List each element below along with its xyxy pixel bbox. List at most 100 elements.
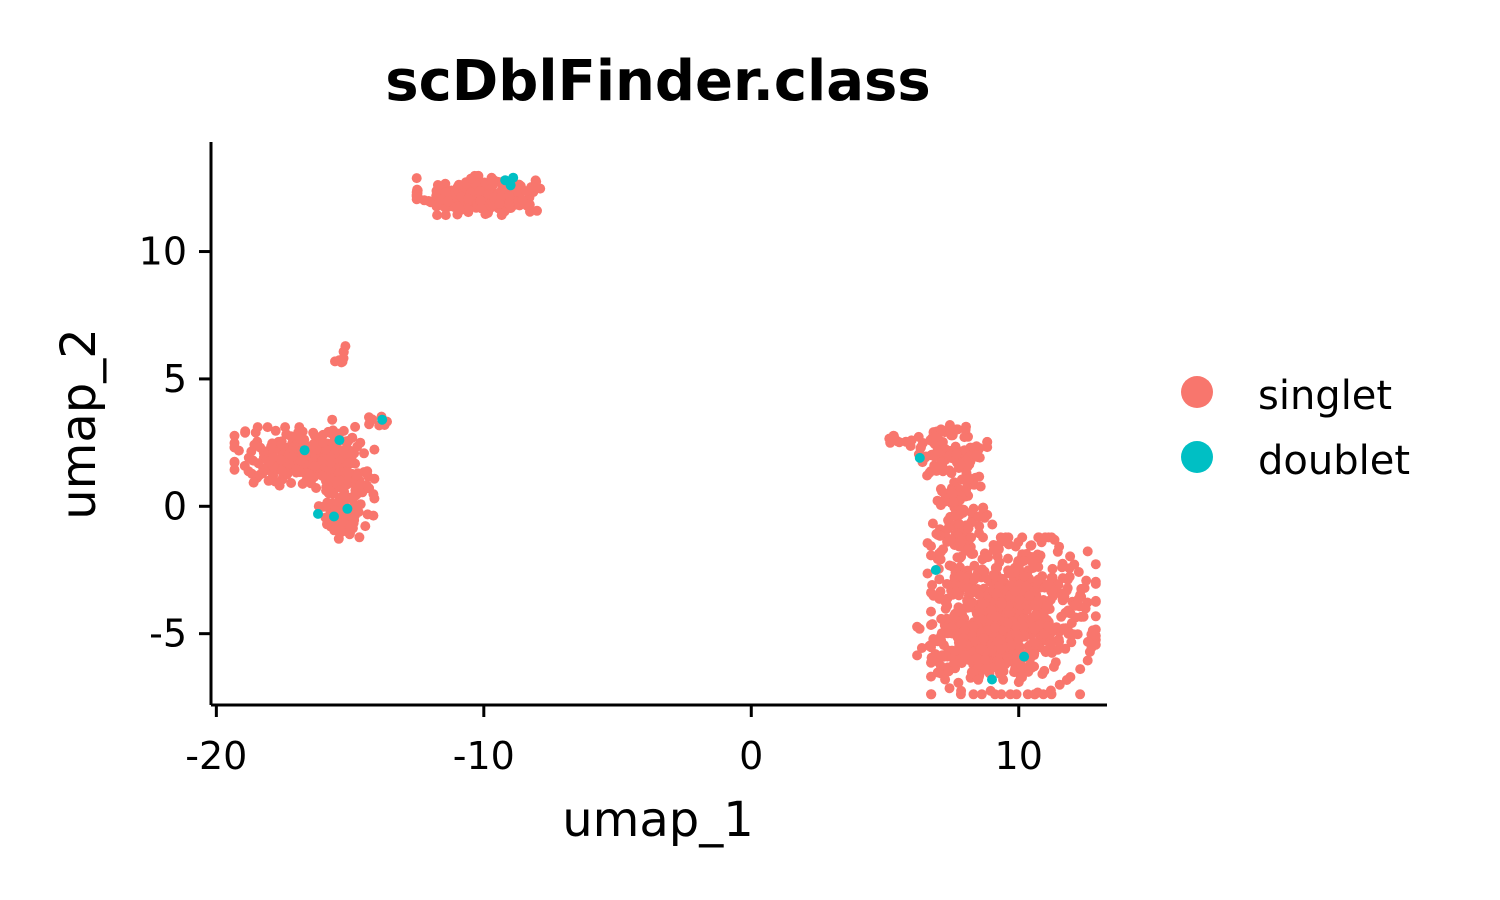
scatter-point-singlet: [332, 476, 342, 486]
scatter-point-doublet: [505, 180, 516, 191]
scatter-point-singlet: [996, 598, 1007, 609]
scatter-point-singlet: [1033, 595, 1044, 606]
scatter-point-singlet: [940, 674, 951, 685]
scatter-point-singlet: [930, 431, 941, 442]
scatter-point-singlet: [287, 451, 298, 462]
scatter-point-singlet: [900, 436, 911, 447]
scatter-point-singlet: [963, 473, 974, 484]
scatter-point-singlet: [974, 607, 985, 618]
scatter-point-singlet: [926, 606, 936, 617]
scatter-point-singlet: [956, 658, 967, 669]
scatter-point-singlet: [487, 176, 498, 187]
scatter-point-singlet: [327, 414, 338, 425]
x-ticks: -20 -10 0 10: [185, 705, 1043, 778]
scatter-point-singlet: [942, 628, 953, 639]
legend: singlet doublet: [1181, 373, 1410, 484]
scatter-point-singlet: [1003, 618, 1013, 629]
scatter-point-singlet: [252, 422, 263, 433]
scatter-point-singlet: [349, 510, 360, 521]
scatter-point-singlet: [996, 689, 1007, 700]
scatter-point-doublet: [1019, 651, 1030, 662]
scatter-point-singlet: [360, 521, 371, 532]
scatter-point-singlet: [304, 471, 315, 482]
scatter-point-singlet: [359, 448, 369, 459]
scatter-point-singlet: [957, 638, 968, 649]
scatter-point-singlet: [935, 500, 946, 511]
scatter-point-singlet: [1029, 624, 1040, 635]
scatter-point-singlet: [885, 437, 896, 448]
scatter-point-singlet: [1048, 661, 1059, 672]
scatter-point-singlet: [1025, 540, 1036, 551]
scatter-point-singlet: [936, 424, 946, 435]
scatter-point-singlet: [960, 424, 971, 435]
scatter-point-singlet: [268, 452, 279, 463]
scatter-point-singlet: [1054, 541, 1065, 552]
scatter-point-singlet: [956, 504, 967, 515]
scatter-point-doublet: [334, 435, 345, 446]
scatter-point-singlet: [333, 533, 344, 544]
scatter-point-singlet: [1078, 611, 1089, 622]
scatter-point-singlet: [419, 195, 430, 206]
scatter-point-singlet: [916, 643, 927, 653]
scatter-point-singlet: [978, 502, 989, 513]
scatter-point-singlet: [257, 468, 268, 479]
scatter-point-singlet: [318, 429, 328, 440]
scatter-point-singlet: [1014, 594, 1025, 605]
scatter-point-singlet: [1017, 672, 1027, 683]
scatter-point-singlet: [243, 452, 254, 463]
scatter-point-singlet: [977, 599, 988, 609]
scatter-point-singlet: [1015, 642, 1025, 652]
scatter-point-singlet: [253, 458, 264, 469]
scatter-point-singlet: [954, 553, 965, 564]
scatter-point-singlet: [335, 525, 346, 535]
scatter-point-singlet: [954, 518, 965, 529]
scatter-point-singlet: [994, 658, 1005, 669]
scatter-point-singlet: [971, 450, 982, 460]
scatter-point-singlet: [411, 190, 422, 201]
scatter-point-singlet: [968, 548, 979, 559]
scatter-point-singlet: [1040, 532, 1051, 543]
scatter-point-singlet: [295, 433, 306, 444]
scatter-point-singlet: [1011, 689, 1022, 700]
scatter-point-singlet: [294, 467, 305, 478]
scatter-point-singlet: [463, 204, 474, 215]
scatter-point-singlet: [532, 205, 542, 216]
x-tick-label: -20: [185, 734, 247, 778]
scatter-point-singlet: [949, 646, 960, 657]
scatter-point-singlet: [1010, 586, 1021, 597]
scatter-point-singlet: [340, 491, 350, 502]
scatter-point-singlet: [973, 674, 984, 685]
scatter-point-singlet: [248, 477, 259, 488]
scatter-point-singlet: [343, 435, 354, 446]
scatter-point-singlet: [958, 626, 969, 637]
scatter-point-singlet: [943, 523, 954, 534]
scatter-point-singlet: [932, 445, 943, 456]
scatter-point-singlet: [229, 464, 240, 475]
scatter-point-singlet: [1064, 563, 1075, 574]
scatter-point-doublet: [508, 172, 519, 183]
scatter-point-singlet: [979, 512, 990, 523]
scatter-point-singlet: [1003, 532, 1014, 543]
scatter-point-singlet: [1019, 571, 1029, 582]
scatter-point-singlet: [276, 465, 287, 476]
scatter-point-singlet: [992, 636, 1003, 647]
legend-key-doublet: [1181, 441, 1213, 473]
scatter-point-singlet: [936, 635, 947, 646]
scatter-point-singlet: [475, 195, 486, 206]
scatter-point-singlet: [913, 431, 924, 442]
x-axis-title: umap_1: [562, 792, 754, 848]
scatter-point-singlet: [1046, 647, 1057, 658]
scatter-point-singlet: [351, 470, 362, 481]
scatter-point-singlet: [368, 489, 379, 500]
scatter-point-singlet: [997, 573, 1008, 584]
scatter-point-singlet: [969, 560, 980, 571]
scatter-point-singlet: [343, 467, 354, 478]
scatter-point-doublet: [377, 414, 388, 425]
scatter-point-singlet: [1090, 639, 1101, 650]
scatter-point-singlet: [369, 473, 380, 484]
y-tick-label: -5: [149, 612, 187, 656]
scatter-point-singlet: [982, 437, 993, 447]
scatter-point-singlet: [970, 636, 981, 647]
scatter-point-singlet: [338, 353, 349, 364]
